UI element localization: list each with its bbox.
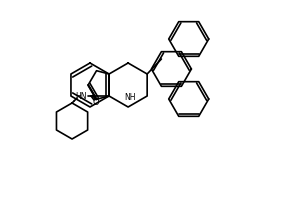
Text: O: O (93, 98, 99, 107)
Text: NH: NH (124, 94, 136, 102)
Text: HN: HN (75, 92, 87, 101)
